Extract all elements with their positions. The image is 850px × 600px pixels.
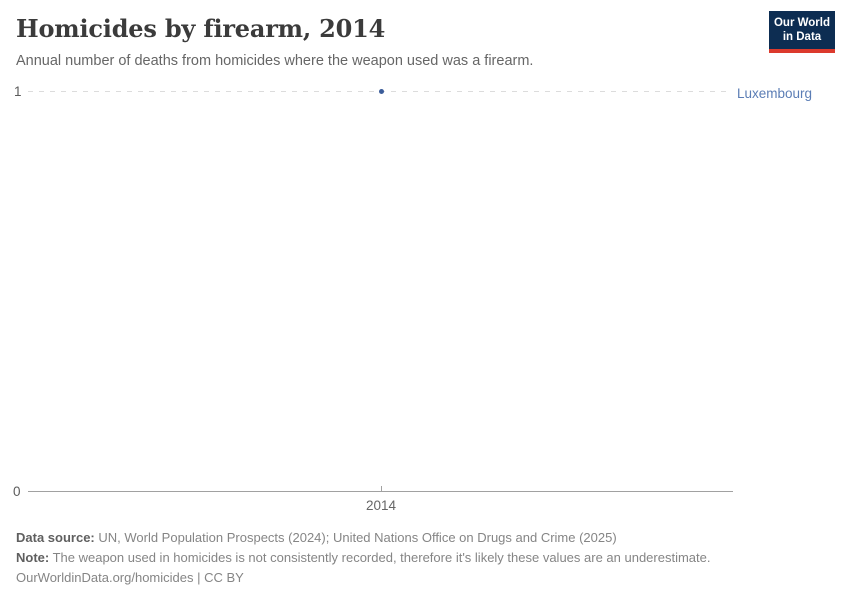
y-axis-tick-label-1: 1 [14,84,22,99]
x-axis-tick-label-2014: 2014 [365,498,397,513]
note-text: The weapon used in homicides is not cons… [49,550,711,565]
y-axis-tick-label-0: 0 [13,484,21,499]
note-label: Note: [16,550,50,565]
data-source-text: UN, World Population Prospects (2024); U… [94,530,617,545]
data-source-line: Data source: UN, World Population Prospe… [16,528,711,548]
data-source-label: Data source: [16,530,95,545]
page-title: Homicides by firearm, 2014 [16,14,386,43]
entity-label-luxembourg[interactable]: Luxembourg [737,86,813,101]
owid-logo[interactable]: Our World in Data [769,11,835,53]
license-line: OurWorldinData.org/homicides | CC BY [16,568,711,588]
chart-footer: Data source: UN, World Population Prospe… [16,528,711,588]
license-link[interactable]: OurWorldinData.org/homicides | CC BY [16,570,244,585]
x-axis-line [28,491,733,492]
owid-logo-line2: in Data [782,31,822,43]
x-axis-tick-mark [381,486,382,491]
owid-logo-line1: Our World [773,17,830,29]
note-line: Note: The weapon used in homicides is no… [16,548,711,568]
data-point-luxembourg[interactable] [379,89,384,94]
chart-subtitle: Annual number of deaths from homicides w… [16,53,534,69]
